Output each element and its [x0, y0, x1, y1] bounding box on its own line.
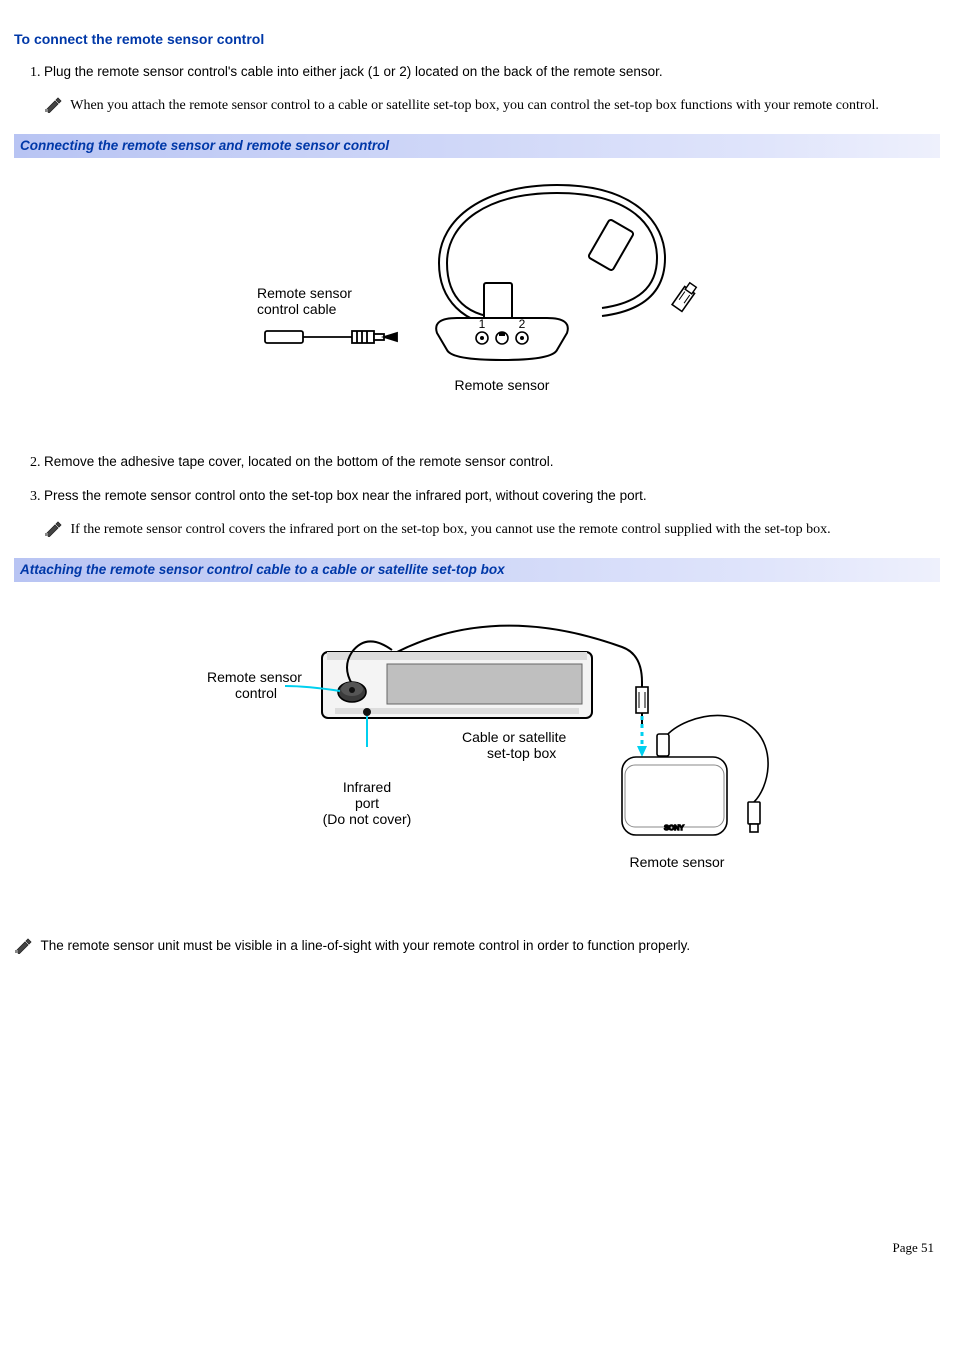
svg-text:SONY: SONY	[664, 825, 684, 832]
step-text: Remove the adhesive tape cover, located …	[44, 454, 554, 469]
pencil-icon	[14, 938, 34, 959]
section-title: To connect the remote sensor control	[14, 30, 940, 49]
fig1-sensor-label: Remote sensor	[455, 377, 550, 393]
step-1: Plug the remote sensor control's cable i…	[44, 63, 940, 120]
fig2-settop-l2: set-top box	[487, 745, 556, 761]
port1-label: 1	[479, 317, 486, 331]
figure1-bar: Connecting the remote sensor and remote …	[14, 134, 940, 158]
instruction-list: Plug the remote sensor control's cable i…	[44, 63, 940, 120]
fig2-sensor-label: Remote sensor	[630, 854, 725, 870]
note-text: If the remote sensor control covers the …	[71, 522, 831, 537]
fig1-cable-label-l1: Remote sensor	[257, 285, 352, 301]
figure2: Remote sensor control Cable or satellite…	[14, 592, 940, 897]
page-number: Page 51	[14, 1239, 940, 1257]
final-note-text: The remote sensor unit must be visible i…	[41, 938, 691, 953]
fig2-ir-l3: (Do not cover)	[323, 811, 412, 827]
fig2-control-l1: Remote sensor	[207, 669, 302, 685]
instruction-list-2: Remove the adhesive tape cover, located …	[44, 453, 940, 544]
step-text: Plug the remote sensor control's cable i…	[44, 64, 663, 79]
fig2-ir-l1: Infrared	[343, 779, 391, 795]
note-2: If the remote sensor control covers the …	[44, 521, 940, 544]
fig1-cable-label-l2: control cable	[257, 301, 337, 317]
step-text: Press the remote sensor control onto the…	[44, 488, 647, 503]
figure1: 1 2 Remote sensor control cable Remote s…	[14, 168, 940, 413]
step-3: Press the remote sensor control onto the…	[44, 487, 940, 544]
fig2-ir-l2: port	[355, 795, 379, 811]
note-1: When you attach the remote sensor contro…	[44, 97, 940, 120]
note-text: When you attach the remote sensor contro…	[70, 98, 879, 113]
figure2-bar: Attaching the remote sensor control cabl…	[14, 558, 940, 582]
step-2: Remove the adhesive tape cover, located …	[44, 453, 940, 473]
final-note: The remote sensor unit must be visible i…	[14, 937, 940, 959]
pencil-icon	[44, 97, 64, 120]
fig2-control-l2: control	[235, 685, 277, 701]
pencil-icon	[44, 521, 64, 544]
port2-label: 2	[519, 317, 526, 331]
fig2-settop-l1: Cable or satellite	[462, 729, 566, 745]
